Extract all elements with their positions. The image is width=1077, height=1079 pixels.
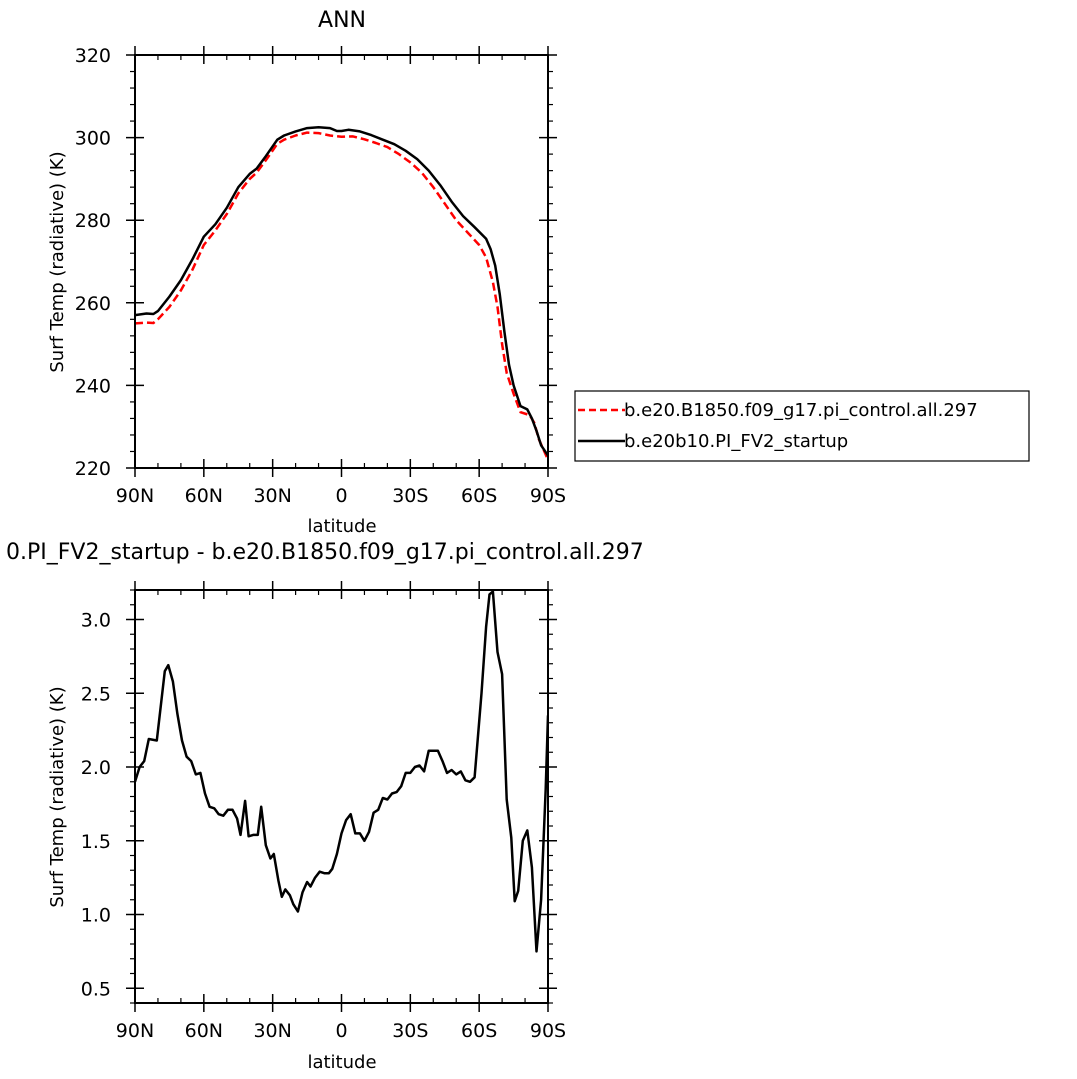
x-tick-label: 90N — [116, 1020, 154, 1042]
top-y-tick-labels: 220 240 260 280 300 320 — [75, 45, 111, 480]
top-series-line-1 — [135, 126, 548, 457]
y-tick-label: 280 — [75, 210, 111, 232]
top-x-tick-labels: 90N 60N 30N 0 30S 60S 90S — [116, 485, 566, 507]
top-plot-frame — [134, 54, 549, 469]
top-series-lines — [135, 126, 548, 461]
y-tick-label: 1.5 — [81, 831, 111, 853]
bottom-y-tick-labels: 0.5 1.0 1.5 2.0 2.5 3.0 — [81, 610, 111, 1001]
x-tick-label: 90S — [530, 1020, 566, 1042]
bottom-axis-ticks — [126, 581, 557, 1012]
legend-label-startup: b.e20b10.PI_FV2_startup — [624, 431, 848, 452]
top-chart-title: ANN — [318, 8, 366, 33]
bottom-y-axis-label: Surf Temp (radiative) (K) — [47, 686, 68, 907]
y-tick-label: 1.0 — [81, 905, 111, 927]
bottom-series-lines — [135, 590, 548, 953]
y-tick-label: 260 — [75, 293, 111, 315]
x-tick-label: 90S — [530, 485, 566, 507]
legend: b.e20.B1850.f09_g17.pi_control.all.297 b… — [574, 390, 1030, 462]
bottom-panel: 0.PI_FV2_startup - b.e20.B1850.f09_g17.p… — [6, 540, 644, 1073]
y-tick-label: 0.5 — [81, 978, 111, 1000]
x-tick-label: 60S — [461, 1020, 497, 1042]
bottom-x-axis-label: latitude — [307, 1052, 376, 1073]
x-tick-label: 0 — [335, 485, 347, 507]
legend-label-control: b.e20.B1850.f09_g17.pi_control.all.297 — [624, 400, 978, 421]
y-tick-label: 2.0 — [81, 757, 111, 779]
x-tick-label: 60N — [185, 1020, 223, 1042]
y-tick-label: 3.0 — [81, 610, 111, 632]
x-tick-label: 30N — [253, 485, 291, 507]
x-tick-label: 0 — [335, 1020, 347, 1042]
x-tick-label: 30N — [253, 1020, 291, 1042]
legend-box — [574, 390, 1030, 462]
bottom-plot-frame — [134, 589, 549, 1004]
top-x-axis-label: latitude — [307, 516, 376, 537]
x-tick-label: 30S — [392, 1020, 428, 1042]
bot-series-line-0 — [135, 590, 548, 953]
x-tick-label: 60S — [461, 485, 497, 507]
top-y-axis-label: Surf Temp (radiative) (K) — [47, 151, 68, 372]
bottom-x-tick-labels: 90N 60N 30N 0 30S 60S 90S — [116, 1020, 566, 1042]
y-tick-label: 220 — [75, 458, 111, 480]
y-tick-label: 320 — [75, 45, 111, 67]
top-series-line-0 — [135, 131, 548, 461]
bottom-chart-title: 0.PI_FV2_startup - b.e20.B1850.f09_g17.p… — [6, 540, 644, 565]
y-tick-label: 240 — [75, 375, 111, 397]
x-tick-label: 60N — [185, 485, 223, 507]
x-tick-label: 30S — [392, 485, 428, 507]
y-tick-label: 2.5 — [81, 683, 111, 705]
x-tick-label: 90N — [116, 485, 154, 507]
top-panel: ANN 90N 60N 30N 0 30S 60S 90S 220 240 260 280 300 3… — [47, 8, 566, 537]
y-tick-label: 300 — [75, 128, 111, 150]
